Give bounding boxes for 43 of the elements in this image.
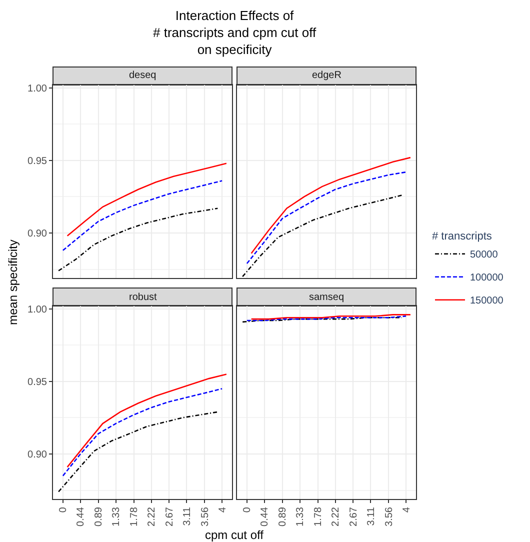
x-tick-label: 3.11 <box>366 506 377 526</box>
text: Interaction Effects of # transcripts and cpm cut off on specificity <box>153 8 316 57</box>
x-tick-label: 1.33 <box>295 506 306 526</box>
x-tick-label: 1.78 <box>313 506 324 526</box>
x-tick-label: 1.33 <box>111 506 122 526</box>
x-tick-label: 0 <box>58 506 70 513</box>
chart-title: samseq <box>309 292 344 303</box>
x-tick-label: 4 <box>401 506 412 513</box>
x-tick-label: 0.89 <box>278 506 289 526</box>
line-series <box>62 388 223 476</box>
line-series <box>62 180 223 252</box>
line-series <box>66 374 228 468</box>
x-tick-label: 2.22 <box>330 506 342 526</box>
x-tick-label: 2.67 <box>348 506 360 526</box>
y-tick-label: 1.00 <box>28 83 48 94</box>
line-series <box>58 411 218 492</box>
chart-title: robust <box>129 292 158 303</box>
x-tick-label: 3.56 <box>200 506 211 526</box>
legend-label: 100000 <box>470 272 504 284</box>
x-tick-label: 3.11 <box>182 506 193 526</box>
y-axis-title: mean specificity <box>6 240 20 325</box>
legend-title: # transcripts <box>432 230 492 242</box>
y-tick-label: 0.95 <box>28 156 48 167</box>
legend-label: 150000 <box>470 296 504 307</box>
y-tick-label: 0.90 <box>28 450 48 461</box>
y-tick-label: 0.95 <box>28 376 48 388</box>
x-axis-title: cpm cut off <box>205 528 264 542</box>
x-tick-label: 1.78 <box>129 506 140 526</box>
line-series <box>66 162 228 237</box>
legend-label: 50000 <box>470 250 498 261</box>
line-series <box>58 208 218 272</box>
x-tick-label: 4 <box>217 506 228 513</box>
x-tick-label: 0.89 <box>94 506 105 526</box>
x-tick-label: 0.44 <box>76 506 87 526</box>
x-tick-label: 0 <box>242 506 254 513</box>
chart-title: deseq <box>129 70 156 81</box>
x-tick-label: 2.22 <box>146 506 158 526</box>
y-tick-label: 1.00 <box>28 304 48 316</box>
x-tick-label: 2.67 <box>164 506 176 526</box>
chart-title: edgeR <box>312 70 342 81</box>
x-tick-label: 3.56 <box>384 506 395 526</box>
y-tick-label: 0.90 <box>28 228 48 240</box>
x-tick-label: 0.44 <box>260 506 271 526</box>
